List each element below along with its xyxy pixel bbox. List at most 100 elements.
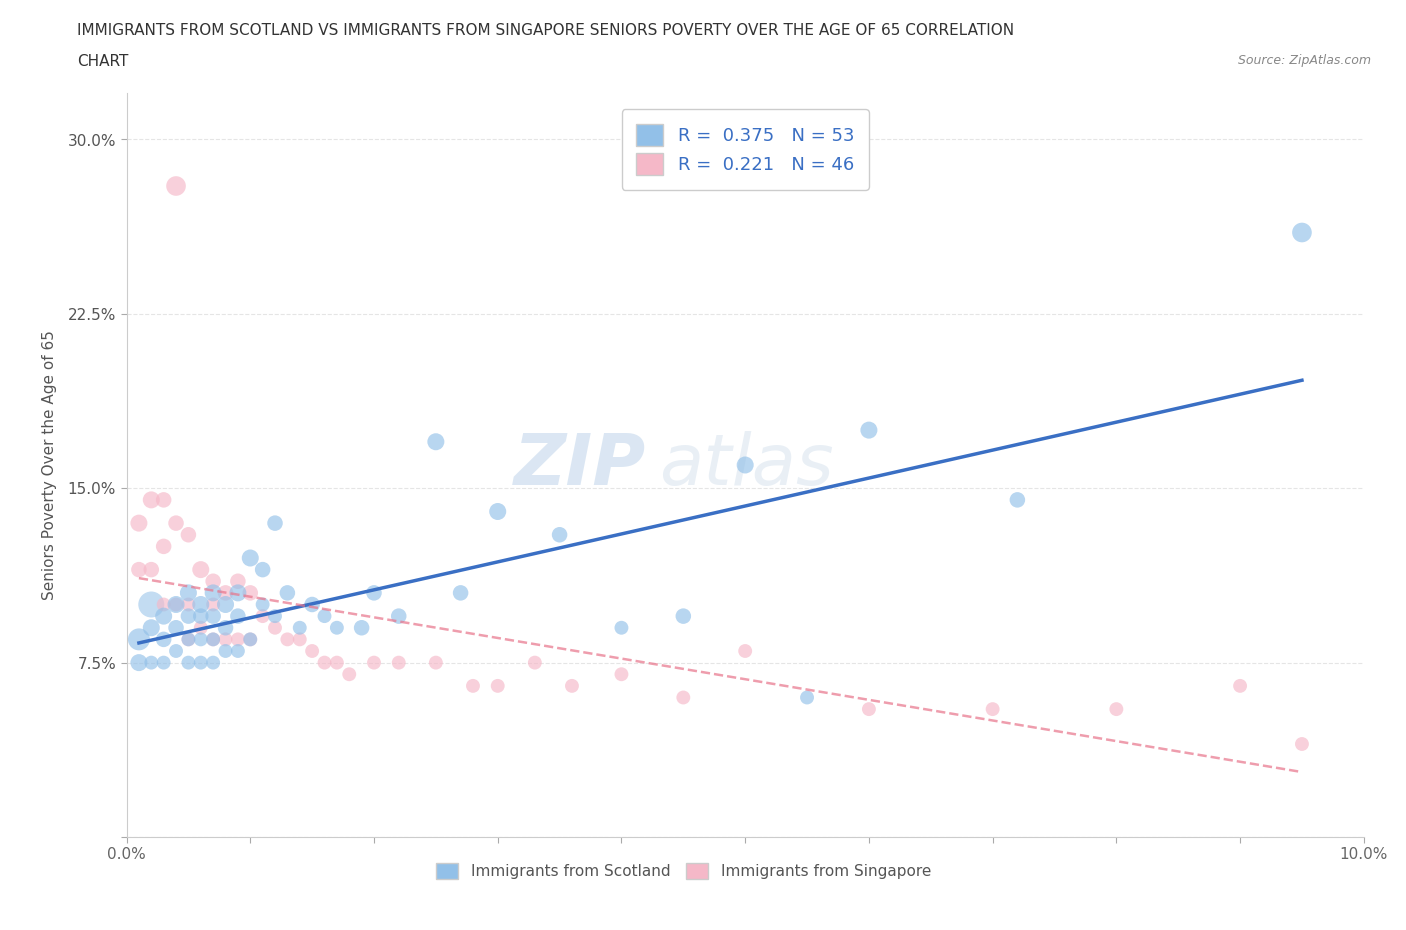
Point <box>190 562 212 577</box>
Point <box>486 504 509 519</box>
Point <box>1291 225 1313 240</box>
Point <box>141 620 163 635</box>
Point <box>152 493 174 508</box>
Point <box>190 656 212 671</box>
Point <box>152 656 174 671</box>
Point <box>276 586 298 601</box>
Point <box>1229 679 1251 694</box>
Point <box>796 690 818 705</box>
Point <box>388 656 411 671</box>
Point <box>226 574 249 589</box>
Point <box>363 586 385 601</box>
Legend: Immigrants from Scotland, Immigrants from Singapore: Immigrants from Scotland, Immigrants fro… <box>429 857 938 885</box>
Point <box>190 609 212 624</box>
Text: atlas: atlas <box>658 431 834 499</box>
Point <box>128 632 150 647</box>
Point <box>141 597 163 612</box>
Point <box>128 562 150 577</box>
Point <box>239 551 262 565</box>
Point <box>214 620 236 635</box>
Point <box>177 609 200 624</box>
Point <box>141 493 163 508</box>
Point <box>858 702 880 717</box>
Point <box>672 609 695 624</box>
Point <box>239 632 262 647</box>
Point <box>128 515 150 530</box>
Point <box>264 620 287 635</box>
Text: ZIP: ZIP <box>515 431 647 499</box>
Point <box>202 632 225 647</box>
Point <box>610 667 633 682</box>
Point <box>276 632 298 647</box>
Point <box>226 632 249 647</box>
Point <box>561 679 583 694</box>
Point <box>177 597 200 612</box>
Point <box>226 609 249 624</box>
Point <box>388 609 411 624</box>
Point <box>128 656 150 671</box>
Point <box>326 656 349 671</box>
Point <box>214 632 236 647</box>
Point <box>202 574 225 589</box>
Point <box>326 620 349 635</box>
Point <box>425 434 447 449</box>
Point <box>548 527 571 542</box>
Point <box>165 515 187 530</box>
Point <box>264 515 287 530</box>
Point <box>190 620 212 635</box>
Point <box>214 644 236 658</box>
Point <box>214 586 236 601</box>
Point <box>165 597 187 612</box>
Point <box>461 679 484 694</box>
Point <box>202 656 225 671</box>
Point <box>152 632 174 647</box>
Point <box>152 597 174 612</box>
Point <box>363 656 385 671</box>
Point <box>301 597 323 612</box>
Point <box>141 656 163 671</box>
Point <box>214 597 236 612</box>
Point <box>734 458 756 472</box>
Point <box>672 690 695 705</box>
Point <box>202 586 225 601</box>
Point <box>1105 702 1128 717</box>
Point <box>858 422 880 438</box>
Text: IMMIGRANTS FROM SCOTLAND VS IMMIGRANTS FROM SINGAPORE SENIORS POVERTY OVER THE A: IMMIGRANTS FROM SCOTLAND VS IMMIGRANTS F… <box>77 23 1015 38</box>
Point <box>981 702 1004 717</box>
Point <box>314 609 336 624</box>
Point <box>177 586 200 601</box>
Point <box>141 562 163 577</box>
Point <box>288 620 311 635</box>
Point <box>202 632 225 647</box>
Point <box>226 644 249 658</box>
Point <box>190 597 212 612</box>
Point <box>252 562 274 577</box>
Point <box>314 656 336 671</box>
Point <box>1007 493 1029 508</box>
Point <box>252 597 274 612</box>
Point <box>177 527 200 542</box>
Point <box>177 632 200 647</box>
Point <box>350 620 373 635</box>
Point <box>152 539 174 554</box>
Point <box>734 644 756 658</box>
Point <box>202 609 225 624</box>
Point <box>165 644 187 658</box>
Point <box>239 586 262 601</box>
Point <box>165 597 187 612</box>
Point <box>226 586 249 601</box>
Point <box>337 667 360 682</box>
Point <box>165 620 187 635</box>
Point <box>190 632 212 647</box>
Point <box>1291 737 1313 751</box>
Text: CHART: CHART <box>77 54 129 69</box>
Point <box>202 597 225 612</box>
Point <box>264 609 287 624</box>
Point <box>288 632 311 647</box>
Point <box>239 632 262 647</box>
Text: Source: ZipAtlas.com: Source: ZipAtlas.com <box>1237 54 1371 67</box>
Point <box>486 679 509 694</box>
Y-axis label: Seniors Poverty Over the Age of 65: Seniors Poverty Over the Age of 65 <box>42 330 56 600</box>
Point <box>425 656 447 671</box>
Point <box>177 656 200 671</box>
